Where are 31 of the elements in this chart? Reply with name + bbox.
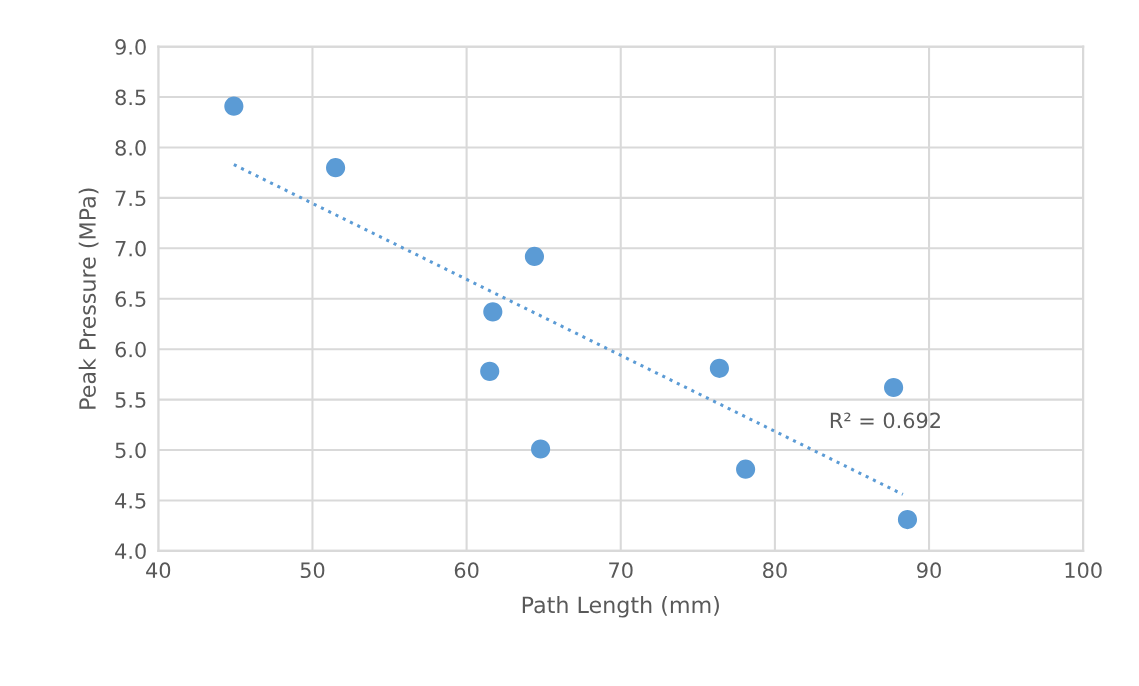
- y-tick-label: 8.0: [115, 139, 146, 156]
- y-tick-label: 5.0: [115, 442, 146, 459]
- point: [483, 302, 503, 322]
- y-axis-title: Peak Pressure (MPa): [78, 188, 99, 409]
- y-tick-label: 9.0: [115, 39, 146, 55]
- x-tick-label: 70: [609, 562, 633, 579]
- point: [524, 246, 545, 266]
- point: [884, 377, 904, 398]
- x-tick-label: 90: [917, 562, 941, 579]
- y-tick-label: 8.5: [115, 89, 146, 106]
- x-tick-label: 100: [1065, 562, 1102, 579]
- y-tick-label: 6.5: [115, 291, 146, 307]
- y-tick-label: 4.5: [115, 493, 146, 509]
- annotation: R² = 0.692: [830, 412, 940, 429]
- x-tick-label: 40: [146, 562, 171, 579]
- point: [480, 361, 500, 381]
- point: [736, 459, 756, 479]
- y-tick-label: 4.0: [115, 543, 146, 560]
- x-tick-label: 60: [454, 562, 479, 579]
- x-tick-label: 80: [763, 562, 787, 579]
- point: [897, 510, 918, 530]
- point: [709, 358, 729, 378]
- x-axis-title: Path Length (mm): [522, 596, 719, 618]
- point: [531, 439, 551, 459]
- y-tick-label: 7.5: [115, 190, 146, 207]
- point: [326, 158, 346, 178]
- y-tick-label: 5.5: [115, 392, 146, 408]
- point: [224, 96, 244, 116]
- y-tick-label: 7.0: [115, 240, 146, 257]
- y-tick-label: 6.0: [115, 341, 146, 358]
- x-tick-label: 50: [300, 562, 325, 579]
